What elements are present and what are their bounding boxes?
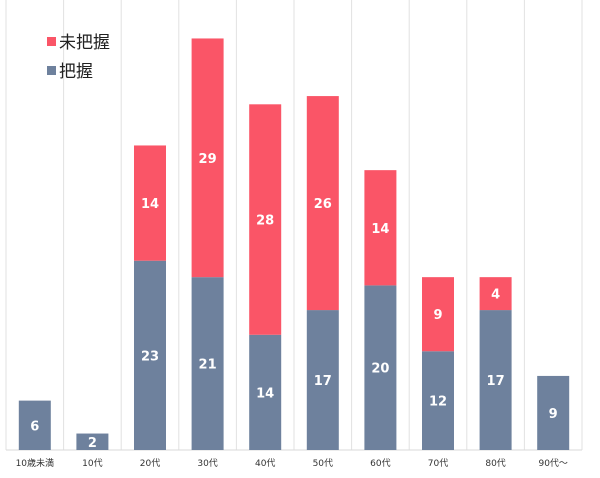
data-label: 23 (141, 349, 159, 364)
bar-known (18, 400, 51, 450)
bar-known (422, 351, 454, 450)
category-label: 90代～ (538, 458, 567, 469)
bar-known (306, 310, 339, 450)
bar-unknown (306, 96, 339, 311)
bar-unknown (191, 38, 224, 278)
bar-unknown (422, 277, 454, 352)
category-label: 40代 (255, 458, 275, 469)
bars (18, 38, 570, 450)
category-label: 50代 (313, 458, 333, 469)
data-label: 14 (256, 386, 274, 401)
bar-known (191, 277, 224, 450)
category-label: 10歳未満 (16, 457, 54, 469)
data-label: 17 (314, 374, 332, 389)
data-label: 26 (314, 197, 332, 212)
legend-swatch-unknown (47, 37, 56, 46)
bar-known (249, 334, 282, 450)
category-label: 10代 (82, 458, 102, 469)
bar-known (364, 285, 397, 450)
bar-unknown (364, 170, 397, 286)
category-label: 70代 (428, 458, 448, 469)
x-axis-categories: 10歳未満 10代 20代 30代 40代 50代 60代 70代 80代 90代～ (16, 457, 568, 469)
data-label: 9 (433, 308, 442, 323)
legend: 未把握 把握 (47, 33, 110, 82)
data-label: 20 (371, 362, 389, 377)
bar-known (537, 375, 570, 450)
value-labels: 6 2 23 14 21 29 14 28 17 26 20 14 12 9 17 4 9 (30, 152, 557, 451)
data-label: 9 (549, 407, 558, 422)
legend-label-unknown: 未把握 (59, 33, 110, 53)
data-label: 28 (256, 214, 274, 229)
data-label: 29 (199, 152, 217, 167)
bar-unknown (249, 104, 282, 335)
category-label: 20代 (140, 458, 160, 469)
category-label: 60代 (370, 458, 390, 469)
data-label: 14 (371, 222, 389, 237)
category-label: 30代 (197, 458, 217, 469)
data-label: 4 (491, 288, 500, 303)
data-label: 14 (141, 197, 159, 212)
legend-label-known: 把握 (59, 62, 93, 82)
data-label: 6 (30, 419, 39, 434)
category-label: 80代 (485, 458, 505, 469)
data-label: 17 (487, 374, 505, 389)
data-label: 21 (199, 358, 217, 373)
data-label: 2 (88, 436, 97, 451)
data-label: 12 (429, 395, 447, 410)
bar-known (134, 260, 166, 450)
legend-swatch-known (47, 66, 56, 75)
bar-known (76, 433, 109, 450)
bar-unknown (479, 277, 512, 311)
gridlines (5, 0, 583, 450)
bar-unknown (134, 145, 166, 261)
bar-known (479, 310, 512, 450)
